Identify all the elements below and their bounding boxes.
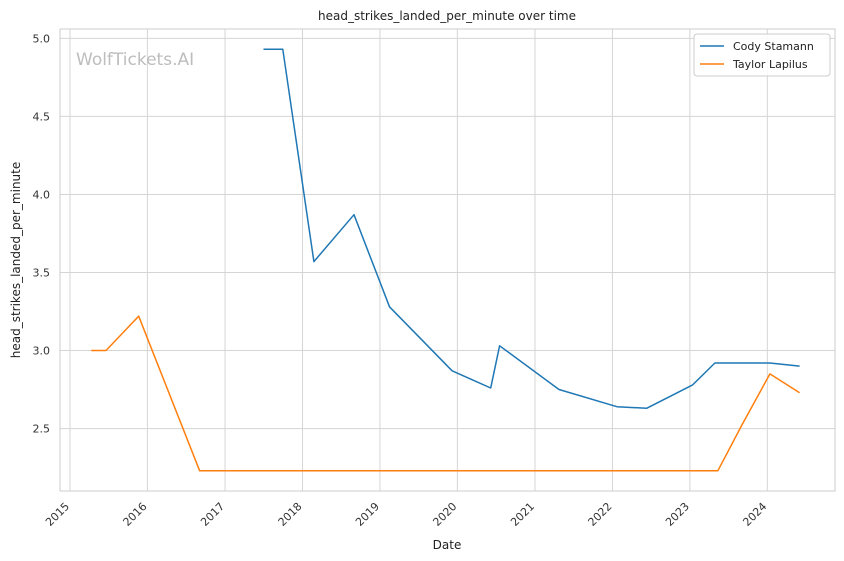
y-tick-labels: 2.5 3.0 3.5 4.0 4.5 5.0 (33, 32, 51, 435)
legend-entry: Cody Stamann (733, 40, 814, 53)
grid (60, 29, 835, 491)
y-tick-label: 3.0 (33, 345, 51, 358)
series-line-1 (263, 48, 800, 410)
legend: Cody Stamann Taylor Lapilus (693, 33, 831, 77)
y-axis-label: head_strikes_landed_per_minute (9, 162, 23, 359)
x-tick-labels: 2015 2016 2017 2018 2019 2020 2021 2022 2023 2024 (43, 500, 769, 529)
y-tick-label: 4.0 (33, 188, 51, 201)
y-tick-label: 2.5 (33, 423, 51, 436)
series-line-2 (91, 315, 801, 472)
x-axis-label: Date (433, 538, 462, 552)
plot-frame (59, 28, 836, 492)
watermark: WolfTickets.AI (76, 50, 194, 70)
legend-entry: Taylor Lapilus (732, 58, 808, 71)
y-tick-label: 5.0 (33, 32, 51, 45)
y-tick-label: 3.5 (33, 266, 51, 279)
y-tick-label: 4.5 (33, 110, 51, 123)
chart-title: head_strikes_landed_per_minute over time (318, 9, 576, 23)
series-group (91, 48, 801, 472)
legend-box (693, 33, 831, 77)
